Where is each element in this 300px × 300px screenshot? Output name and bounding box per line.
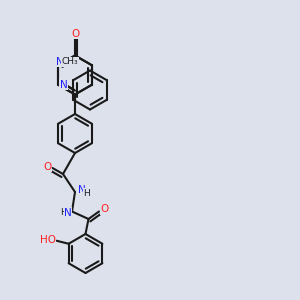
Text: HO: HO [40, 235, 56, 245]
Text: O: O [71, 28, 79, 39]
Text: H: H [60, 208, 67, 217]
Text: N: N [60, 80, 68, 90]
Text: N: N [78, 184, 86, 195]
Text: N: N [64, 208, 72, 218]
Text: CH₃: CH₃ [62, 57, 78, 66]
Text: O: O [100, 204, 109, 214]
Text: H: H [83, 189, 90, 198]
Text: N: N [56, 57, 64, 67]
Text: O: O [43, 162, 51, 172]
